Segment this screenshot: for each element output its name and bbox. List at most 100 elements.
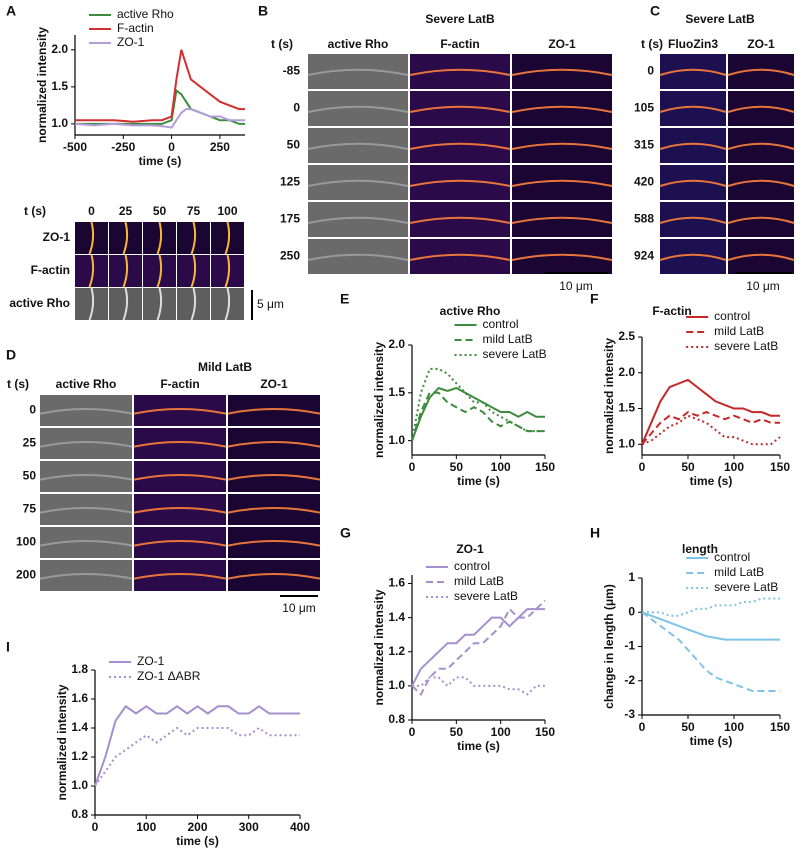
junction <box>307 105 409 113</box>
y-tick-label: 1.5 <box>51 79 68 93</box>
junction <box>39 440 133 448</box>
junction <box>133 539 227 547</box>
y-tick-label: 2.0 <box>618 365 635 379</box>
y-tick-label: 1.4 <box>71 720 88 734</box>
junction <box>224 254 231 288</box>
series-line <box>412 676 545 696</box>
junction <box>190 254 197 288</box>
y-tick-label: 0.8 <box>71 807 88 821</box>
x-tick-label: 100 <box>724 460 744 474</box>
series-line <box>75 49 245 123</box>
junction <box>511 216 613 224</box>
legend-label: severe LatB <box>714 339 778 353</box>
junction <box>224 221 231 255</box>
x-tick-label: 0 <box>92 820 99 834</box>
panel-title: Severe LatB <box>425 12 495 26</box>
time-label: 420 <box>634 175 654 189</box>
junction <box>227 572 321 580</box>
x-tick-label: 0 <box>168 140 175 154</box>
x-tick-label: 0 <box>639 720 646 734</box>
x-axis-title: time (s) <box>457 739 500 753</box>
scale-bar-label: 10 μm <box>746 279 780 293</box>
channel-label: ZO-1 <box>43 230 71 244</box>
channel-label: ZO-1 <box>548 37 576 51</box>
y-axis-title: change in length (μm) <box>602 584 616 709</box>
y-tick-label: -1 <box>624 639 635 653</box>
channel-label: active Rho <box>328 37 389 51</box>
time-label: 25 <box>119 204 133 218</box>
time-label: 50 <box>153 204 167 218</box>
channel-label: F-actin <box>440 37 479 51</box>
junction <box>727 179 795 187</box>
x-tick-label: 300 <box>239 820 259 834</box>
junction <box>307 253 409 261</box>
legend-label: severe LatB <box>714 580 778 594</box>
junction <box>227 506 321 514</box>
x-tick-label: 150 <box>535 725 555 739</box>
x-tick-label: 0 <box>409 460 416 474</box>
y-axis-title: normalized intensity <box>35 27 49 143</box>
junction <box>133 572 227 580</box>
panel-title: Severe LatB <box>685 12 755 26</box>
legend-label: ZO-1 ΔABR <box>137 669 201 683</box>
y-tick-label: 1.2 <box>71 749 88 763</box>
time-label: 105 <box>634 101 654 115</box>
series-line <box>411 608 545 687</box>
junction <box>122 287 129 321</box>
panel-letter: B <box>258 3 268 19</box>
y-tick-label: 2.0 <box>51 42 68 56</box>
time-label: 50 <box>23 469 37 483</box>
junction <box>88 254 95 288</box>
junction <box>727 68 795 76</box>
series-line <box>94 704 300 787</box>
x-axis-title: time (s) <box>139 154 182 168</box>
y-tick-label: 1.0 <box>51 116 68 130</box>
series-line <box>641 611 780 692</box>
x-tick-label: -250 <box>111 140 135 154</box>
time-header: t (s) <box>271 37 293 51</box>
time-label: 0 <box>29 403 36 417</box>
time-label: 100 <box>217 204 237 218</box>
legend-label: mild LatB <box>483 332 533 346</box>
junction <box>511 68 613 76</box>
legend-label: control <box>483 317 519 331</box>
x-axis-title: time (s) <box>457 474 500 488</box>
junction <box>659 142 727 150</box>
junction <box>659 216 727 224</box>
junction <box>307 216 409 224</box>
y-tick-label: 0 <box>628 604 635 618</box>
time-header: t (s) <box>7 377 29 391</box>
x-tick-label: 400 <box>290 820 310 834</box>
scale-bar-label: 5 μm <box>257 297 284 311</box>
x-tick-label: 150 <box>770 460 790 474</box>
junction <box>659 105 727 113</box>
channel-label: active Rho <box>9 296 70 310</box>
series-line <box>411 367 545 441</box>
legend-label: F-actin <box>117 21 154 35</box>
time-label: 0 <box>647 64 654 78</box>
chart-title: active Rho <box>440 304 501 318</box>
y-tick-label: -3 <box>624 707 635 721</box>
time-label: 75 <box>23 502 37 516</box>
chart-title: F-actin <box>652 304 691 318</box>
x-axis-title: time (s) <box>690 734 733 748</box>
x-tick-label: 200 <box>187 820 207 834</box>
junction <box>224 287 231 321</box>
time-label: 924 <box>634 249 654 263</box>
time-label: 200 <box>16 568 36 582</box>
junction <box>409 179 511 187</box>
legend-label: mild LatB <box>714 565 764 579</box>
junction <box>227 440 321 448</box>
junction <box>88 221 95 255</box>
x-tick-label: 150 <box>535 460 555 474</box>
scale-bar-label: 10 μm <box>282 601 316 615</box>
junction <box>659 179 727 187</box>
channel-label: F-actin <box>160 377 199 391</box>
junction <box>727 142 795 150</box>
time-label: 175 <box>280 212 300 226</box>
junction <box>156 254 163 288</box>
junction <box>39 407 133 415</box>
junction <box>190 287 197 321</box>
x-tick-label: 100 <box>491 460 511 474</box>
